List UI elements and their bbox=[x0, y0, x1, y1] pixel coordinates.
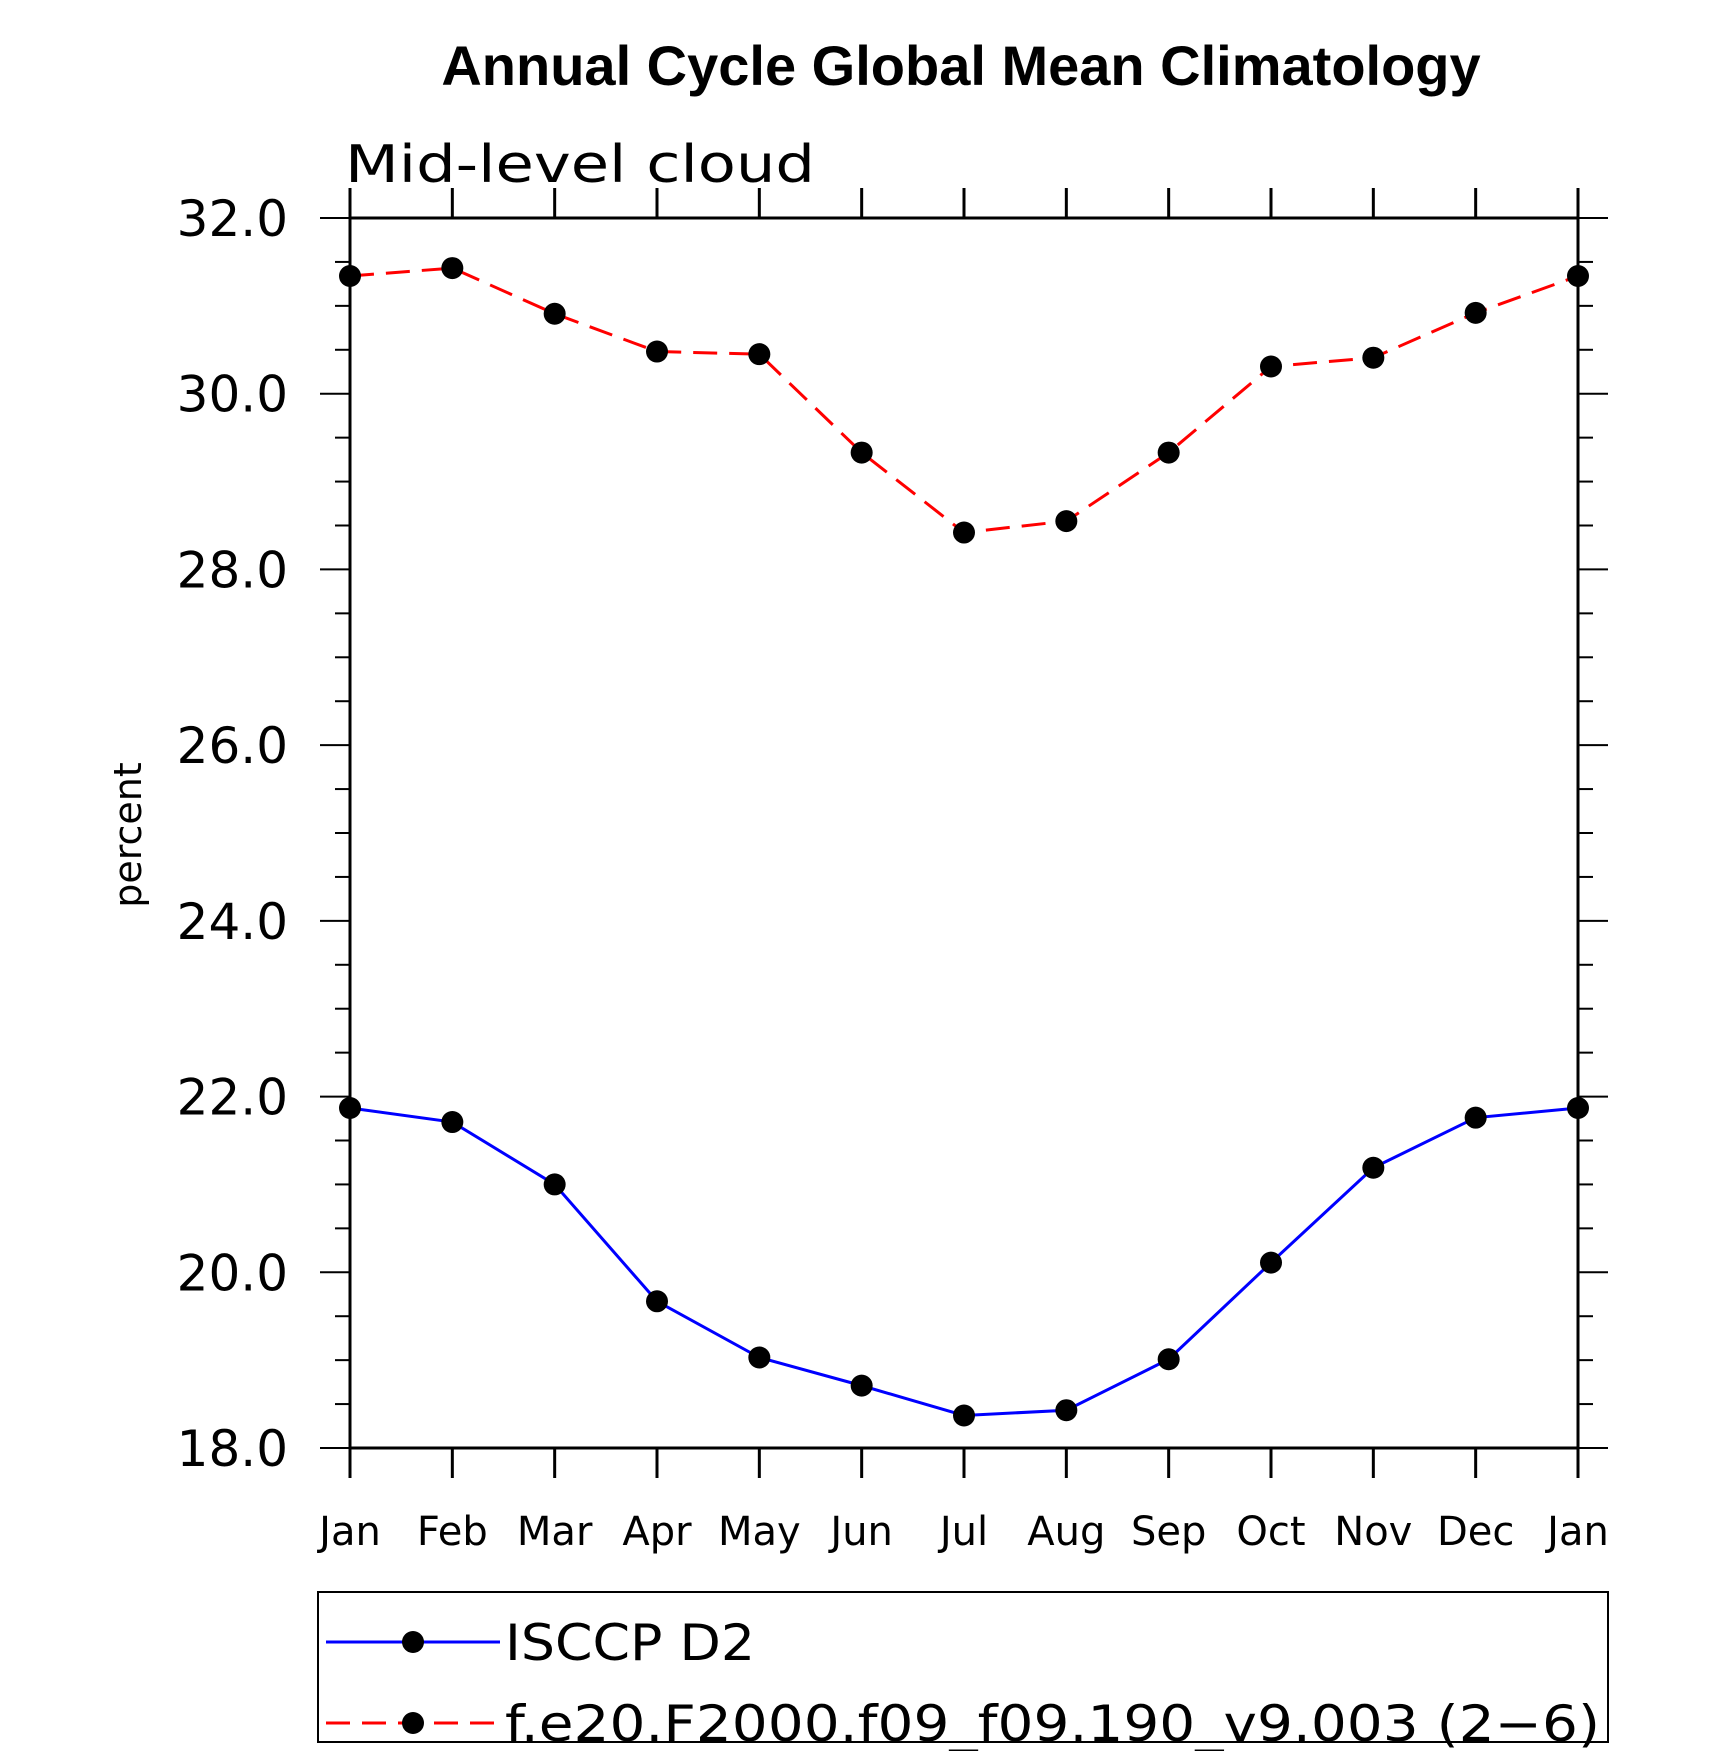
series-line-2 bbox=[349, 266, 1579, 535]
legend-label-2: f.e20.F2000.f09_f09.190_v9.003 (2−6) bbox=[505, 1695, 1600, 1751]
series-1-point bbox=[1567, 1096, 1589, 1119]
series-2-point bbox=[339, 264, 361, 287]
x-tick-label: Jan bbox=[1544, 1509, 1609, 1555]
y-tick-label: 28.0 bbox=[177, 541, 288, 599]
series-1-point bbox=[339, 1096, 361, 1119]
series-1-point bbox=[748, 1346, 771, 1369]
x-tick-label: Jan bbox=[316, 1509, 381, 1555]
chart-title: Annual Cycle Global Mean Climatology bbox=[441, 34, 1480, 97]
y-tick-label: 20.0 bbox=[177, 1244, 288, 1302]
x-tick-label: Oct bbox=[1236, 1509, 1305, 1555]
x-tick-label: Sep bbox=[1131, 1509, 1206, 1555]
y-tick-label: 24.0 bbox=[177, 893, 288, 951]
series-2-point bbox=[646, 340, 668, 363]
series-1-point bbox=[953, 1404, 975, 1427]
series-2-point bbox=[441, 257, 464, 280]
series-1-point bbox=[1464, 1106, 1487, 1129]
series-1-point bbox=[1362, 1156, 1385, 1179]
series-1-point bbox=[441, 1111, 464, 1134]
x-tick-label: Jul bbox=[937, 1509, 988, 1555]
legend: ISCCP D2 f.e20.F2000.f09_f09.190_v9.003 (… bbox=[326, 1614, 1600, 1751]
legend-box bbox=[317, 1591, 1609, 1743]
x-tick-label: Dec bbox=[1437, 1509, 1514, 1555]
series-1-point bbox=[1260, 1251, 1282, 1274]
series-2-point bbox=[1567, 264, 1589, 287]
series-1-point bbox=[1055, 1399, 1078, 1422]
x-tick-label: Mar bbox=[517, 1509, 593, 1555]
legend-marker-2 bbox=[402, 1712, 424, 1734]
series-line-1 bbox=[349, 1106, 1579, 1418]
axis-ticks bbox=[320, 188, 1608, 1478]
x-tick-label: May bbox=[718, 1509, 801, 1555]
y-tick-label: 32.0 bbox=[177, 190, 288, 248]
legend-marker-1 bbox=[402, 1631, 424, 1653]
series-2-point bbox=[1260, 355, 1282, 378]
legend-label-1: ISCCP D2 bbox=[505, 1614, 755, 1672]
series-2-point bbox=[748, 343, 771, 366]
series-2-point bbox=[1055, 510, 1078, 533]
x-tick-labels: Jan Feb Mar Apr May Jun Jul Aug Sep Oct Nov Dec Jan bbox=[316, 1509, 1609, 1555]
x-tick-label: Feb bbox=[417, 1509, 488, 1555]
series-2-point bbox=[953, 521, 975, 544]
y-tick-label: 22.0 bbox=[177, 1069, 288, 1127]
series-2-point bbox=[1157, 441, 1180, 464]
series-1-point bbox=[1157, 1348, 1180, 1371]
y-tick-label: 26.0 bbox=[177, 717, 288, 775]
y-tick-labels: 18.0 20.0 22.0 24.0 26.0 28.0 30.0 32.0 bbox=[177, 190, 288, 1478]
series-2-point bbox=[543, 302, 566, 325]
x-tick-label: Nov bbox=[1334, 1509, 1412, 1555]
series-layer bbox=[339, 257, 1589, 1427]
x-tick-label: Apr bbox=[622, 1509, 692, 1555]
chart-subtitle: Mid-level cloud bbox=[345, 135, 815, 195]
x-tick-label: Aug bbox=[1027, 1509, 1105, 1555]
series-2-point bbox=[1464, 301, 1487, 324]
y-tick-label: 30.0 bbox=[177, 366, 288, 424]
series-1-point bbox=[646, 1290, 668, 1313]
plot-frame bbox=[348, 216, 1580, 1450]
y-axis-label: percent bbox=[106, 762, 150, 908]
series-1-point bbox=[543, 1173, 566, 1196]
series-2-point bbox=[1362, 346, 1385, 369]
x-tick-label: Jun bbox=[827, 1509, 893, 1555]
series-1-point bbox=[850, 1374, 873, 1397]
y-tick-label: 18.0 bbox=[177, 1420, 288, 1478]
series-2-point bbox=[850, 441, 873, 464]
